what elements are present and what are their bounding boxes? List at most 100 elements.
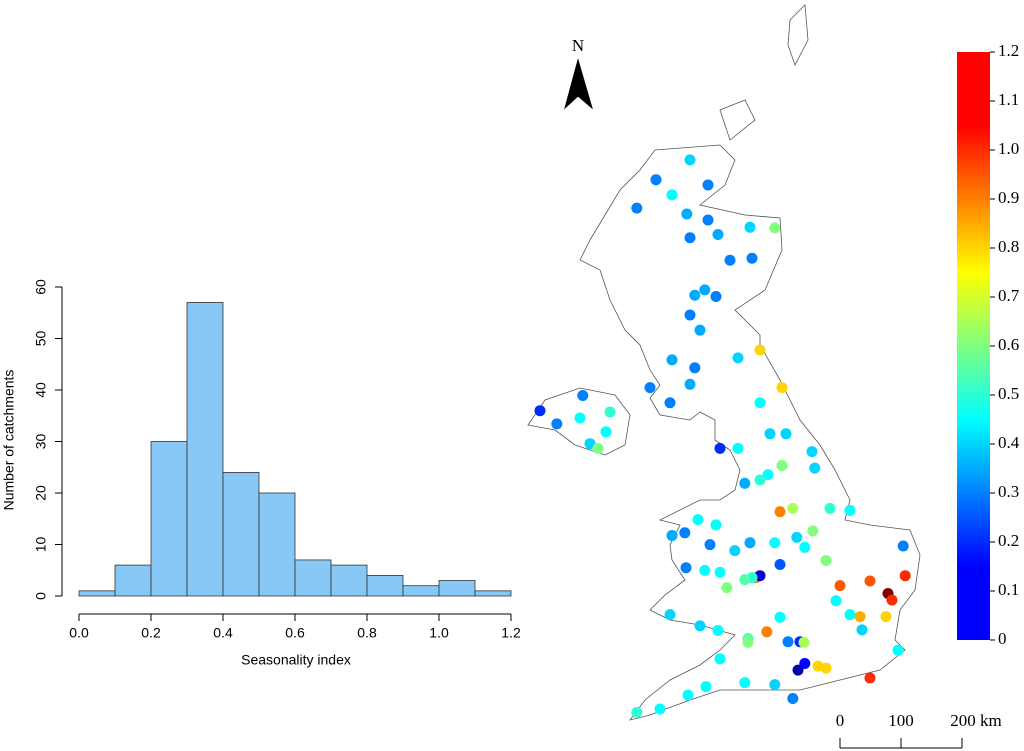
station-point (714, 566, 726, 578)
colorbar-tick-label: 0.4 (998, 433, 1020, 452)
station-point (664, 397, 676, 409)
station-point (724, 254, 736, 266)
station-point (820, 555, 832, 567)
station-point (787, 692, 799, 704)
station-point (807, 525, 819, 537)
station-point (684, 378, 696, 390)
station-point (799, 541, 811, 553)
y-tick-label: 40 (33, 382, 49, 398)
station-point (897, 540, 909, 552)
bar (438, 580, 476, 597)
station-point (776, 382, 788, 394)
scale-bar-label: 0 (836, 711, 845, 730)
station-point (732, 442, 744, 454)
station-point (664, 609, 676, 621)
station-point (710, 519, 722, 531)
station-point (699, 564, 711, 576)
station-point (702, 179, 714, 191)
station-point (684, 309, 696, 321)
colorbar-tick-label: 0.5 (998, 384, 1019, 403)
bar (330, 564, 368, 597)
station-point (754, 344, 766, 356)
map: N 0 0.1 0.2 0.3 0.4 0.5 0.6 0.7 0.8 0.9 1.0 1.1 1.2 0… (527, 4, 1020, 749)
station-point (654, 703, 666, 715)
north-label: N (572, 36, 584, 55)
station-point (712, 624, 724, 636)
x-tick-label: 1.0 (429, 625, 449, 641)
bar (294, 559, 332, 597)
islands-outline (719, 4, 809, 141)
station-point (694, 620, 706, 632)
station-point (854, 611, 866, 623)
station-point (844, 504, 856, 516)
station-point (761, 626, 773, 638)
bar (78, 590, 116, 597)
colorbar-tick-label: 0.2 (998, 531, 1019, 550)
colorbar-tick-label: 1.1 (998, 90, 1019, 109)
bar (474, 590, 512, 597)
station-point (824, 502, 836, 514)
x-axis-label: Seasonality index (241, 652, 351, 668)
y-tick-label: 50 (33, 331, 49, 347)
station-point (644, 382, 656, 394)
station-point (680, 562, 692, 574)
station-point (754, 474, 766, 486)
station-point (899, 570, 911, 582)
station-point (689, 362, 701, 374)
station-point (684, 154, 696, 166)
station-point (742, 636, 754, 648)
station-point (769, 537, 781, 549)
station-point (679, 527, 691, 539)
station-point (739, 574, 751, 586)
station-point (799, 657, 811, 669)
y-axis-label: Number of catchments (1, 370, 17, 511)
station-point (806, 446, 818, 458)
bar (366, 575, 404, 597)
station-point (729, 545, 741, 557)
station-point (769, 679, 781, 691)
y-tick-label: 30 (33, 434, 49, 450)
x-tick-label: 0.8 (357, 625, 377, 641)
station-point (714, 653, 726, 665)
scale-bar-label: 100 (888, 711, 914, 730)
colorbar (957, 52, 990, 640)
station-point (551, 418, 563, 430)
station-point (732, 352, 744, 364)
station-point (584, 438, 596, 450)
bar (222, 471, 260, 597)
station-point (604, 406, 616, 418)
station-point (746, 252, 758, 264)
north-arrow (564, 58, 593, 110)
station-point (689, 289, 701, 301)
station-point (864, 672, 876, 684)
station-point (880, 611, 892, 623)
station-point (830, 595, 842, 607)
colorbar-tick-label: 0.3 (998, 482, 1019, 501)
bar (258, 492, 296, 597)
colorbar-tick-label: 0 (998, 629, 1007, 648)
colorbar-tick-label: 1.2 (998, 41, 1019, 60)
station-point (864, 575, 876, 587)
station-point (714, 442, 726, 454)
station-point (834, 580, 846, 592)
station-point (744, 537, 756, 549)
station-point (798, 636, 810, 648)
scale-bar-label: 200 km (950, 711, 1001, 730)
station-point (721, 582, 733, 594)
station-point (534, 405, 546, 417)
station-point (774, 558, 786, 570)
station-point (592, 442, 604, 454)
station-point (666, 529, 678, 541)
station-point (694, 324, 706, 336)
station-point (754, 397, 766, 409)
station-point (600, 426, 612, 438)
station-point (809, 462, 821, 474)
x-tick-label: 0.6 (285, 625, 305, 641)
station-point (782, 636, 794, 648)
colorbar-tick-label: 1.0 (998, 139, 1019, 158)
station-point (682, 689, 694, 701)
bar (186, 302, 224, 597)
histogram: Seasonality index Number of catchments 0… (1, 279, 521, 668)
station-point (769, 222, 781, 234)
